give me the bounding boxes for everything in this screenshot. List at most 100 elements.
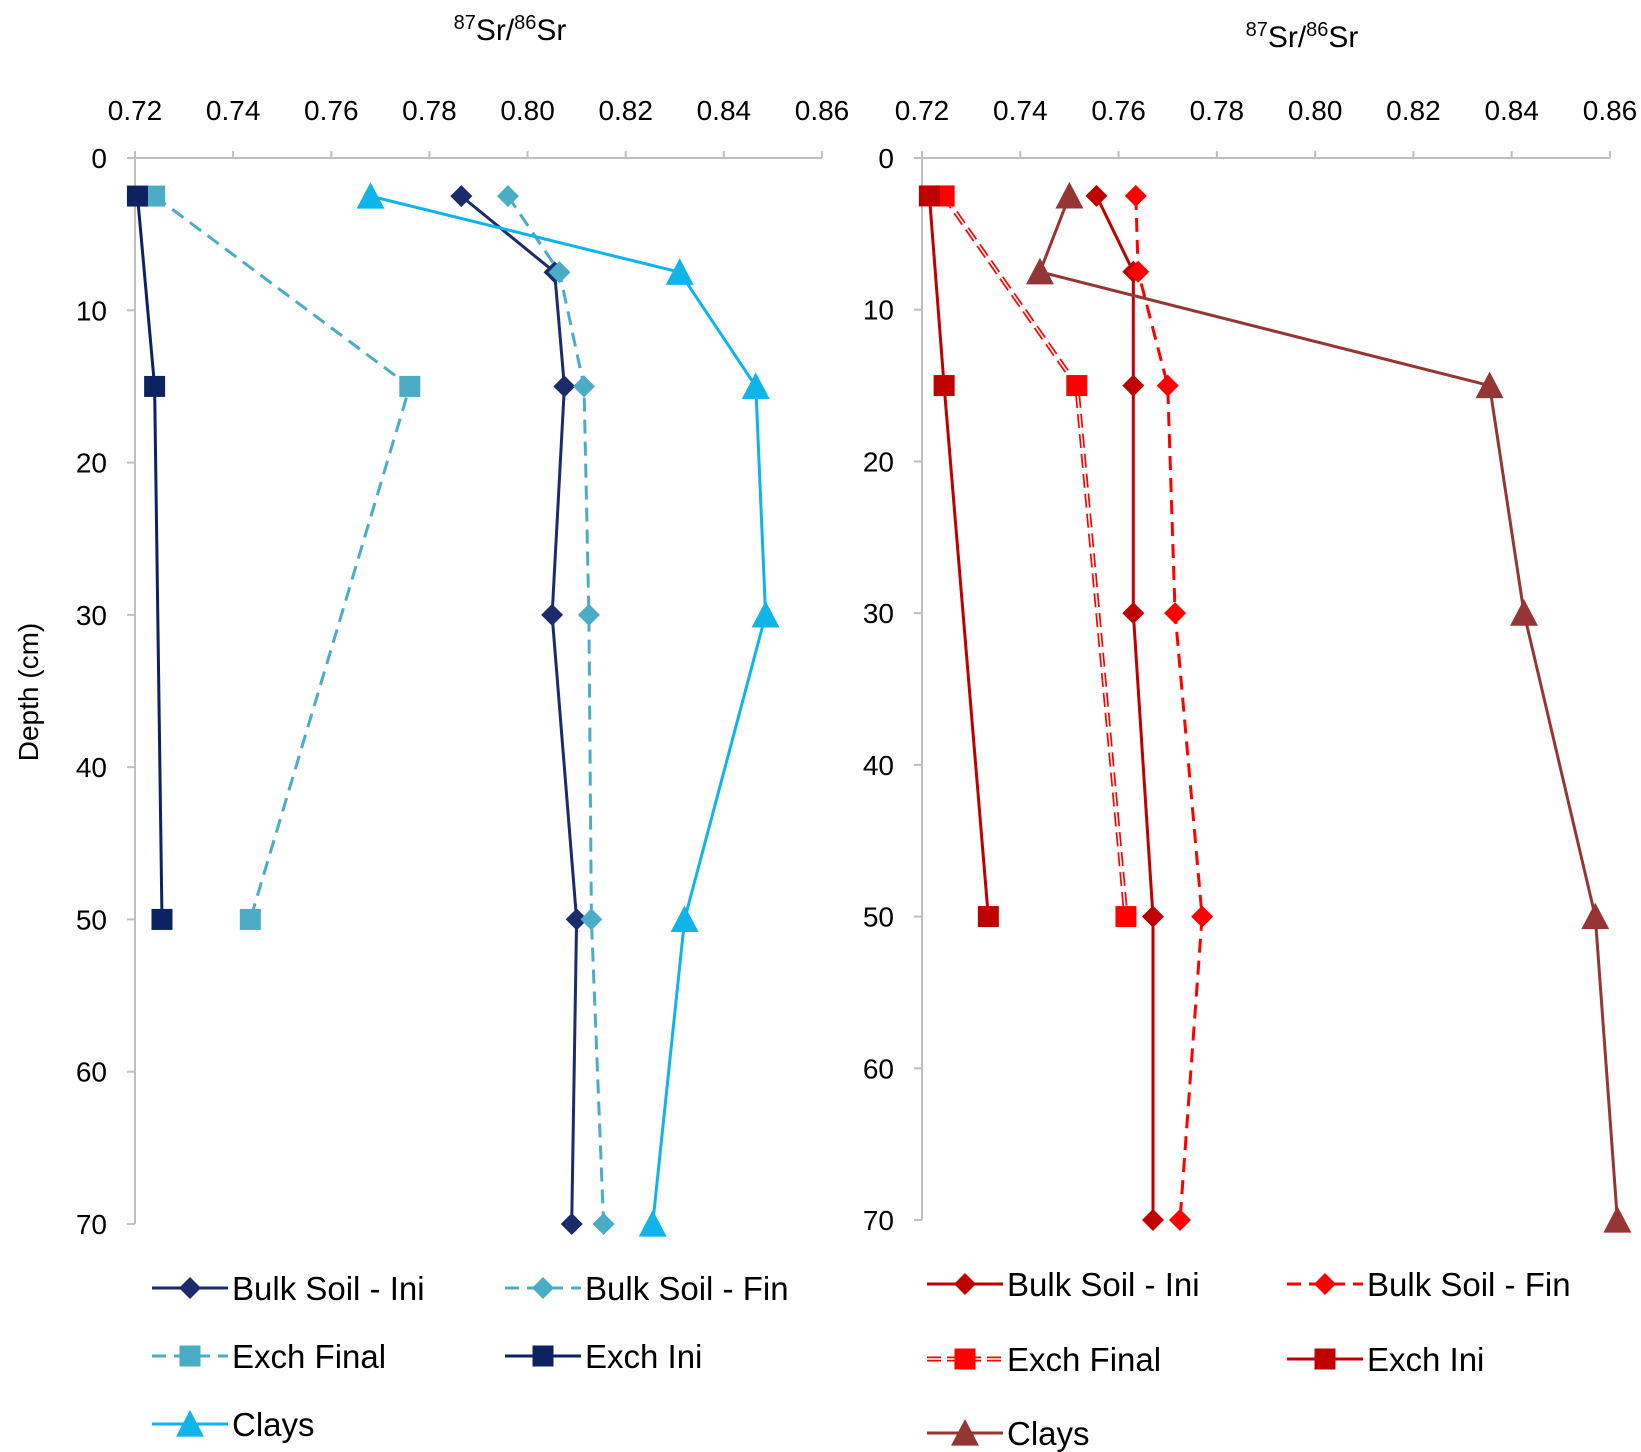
data-point xyxy=(592,1213,615,1235)
legend-label: Bulk Soil - Fin xyxy=(585,1270,789,1307)
data-point xyxy=(548,261,571,284)
data-point xyxy=(496,185,519,208)
data-point xyxy=(580,908,603,931)
series-line xyxy=(1134,195,1204,1221)
chart-title: 87Sr/86Sr xyxy=(454,12,567,47)
data-point xyxy=(1124,184,1147,207)
data-point xyxy=(577,603,600,626)
legend-item: Clays xyxy=(927,1415,1090,1452)
y-tick-label: 40 xyxy=(863,750,894,781)
data-point xyxy=(1127,260,1150,283)
legend-item: Bulk Soil - Fin xyxy=(505,1270,789,1307)
x-tick-label: 0.86 xyxy=(1583,95,1638,126)
data-point xyxy=(1603,1206,1632,1233)
data-point xyxy=(1115,906,1137,928)
y-tick-label: 10 xyxy=(76,295,107,326)
data-point xyxy=(553,375,576,398)
data-point xyxy=(1164,602,1187,625)
legend-label: Exch Ini xyxy=(585,1338,702,1375)
series-bulk-soil-fin xyxy=(496,185,615,1235)
chart-title-sup1: 87 xyxy=(1246,19,1268,41)
series-line xyxy=(942,194,1129,917)
data-point xyxy=(918,185,940,207)
data-point xyxy=(977,906,999,928)
legend-item: Bulk Soil - Ini xyxy=(927,1266,1200,1303)
x-tick-label: 0.82 xyxy=(598,95,653,126)
data-point xyxy=(1085,184,1108,207)
legend-label: Bulk Soil - Ini xyxy=(1007,1266,1200,1303)
data-point xyxy=(573,375,596,398)
x-tick-label: 0.74 xyxy=(206,95,261,126)
chart-title-sup1: 87 xyxy=(454,12,476,34)
legend-label: Exch Final xyxy=(232,1338,386,1375)
y-tick-label: 60 xyxy=(76,1057,107,1088)
data-point xyxy=(1169,1209,1191,1231)
x-tick-label: 0.74 xyxy=(993,95,1048,126)
x-tick-label: 0.82 xyxy=(1386,95,1441,126)
data-point xyxy=(751,600,780,628)
series-line xyxy=(153,194,412,920)
y-tick-label: 30 xyxy=(76,600,107,631)
x-tick-label: 0.78 xyxy=(1190,95,1245,126)
legend-marker xyxy=(951,1419,979,1446)
data-point xyxy=(741,372,770,400)
chart-title-base2: Sr xyxy=(536,14,566,47)
y-tick-label: 50 xyxy=(76,904,107,935)
y-tick-label: 0 xyxy=(878,143,894,174)
data-point xyxy=(356,182,385,209)
data-point xyxy=(144,375,166,397)
x-tick-label: 0.78 xyxy=(402,95,457,126)
x-tick-label: 0.72 xyxy=(108,95,163,126)
chart-title-sup2: 86 xyxy=(514,12,536,34)
data-point xyxy=(1156,374,1179,397)
data-point xyxy=(1141,1209,1164,1231)
legend-marker xyxy=(954,1348,976,1370)
data-point xyxy=(450,185,473,208)
legend-marker xyxy=(532,1345,554,1367)
legend-item: Exch Final xyxy=(927,1341,1161,1378)
legend-label: Bulk Soil - Fin xyxy=(1367,1266,1571,1303)
series-line xyxy=(927,195,990,917)
legend-item: Exch Final xyxy=(152,1338,386,1375)
y-tick-label: 20 xyxy=(863,446,894,477)
legend-marker xyxy=(176,1410,204,1437)
series-clays xyxy=(1025,181,1632,1233)
series-bulk-soil-ini xyxy=(450,185,588,1235)
data-point xyxy=(1025,257,1054,285)
legend-item: Exch Ini xyxy=(1287,1341,1484,1378)
legend-item: Bulk Soil - Ini xyxy=(152,1270,425,1307)
series-exch-ini xyxy=(918,185,999,928)
data-point xyxy=(399,375,421,397)
legend-marker xyxy=(179,1277,201,1299)
series-exch-ini xyxy=(126,185,173,930)
data-point xyxy=(1475,371,1504,399)
legend-label: Clays xyxy=(1007,1415,1090,1452)
data-point xyxy=(1581,902,1610,930)
data-point xyxy=(1066,375,1088,397)
legend-label: Exch Final xyxy=(1007,1341,1161,1378)
y-tick-label: 20 xyxy=(76,448,107,479)
series-line xyxy=(1095,195,1155,1220)
legend-label: Exch Ini xyxy=(1367,1341,1484,1378)
chart-title-base1: Sr/ xyxy=(476,14,515,47)
panel-2: 87Sr/86Sr 0.72 0.74 0.76 0.78 0.80 0.82 0.84 0.8… xyxy=(863,19,1637,1452)
data-point xyxy=(1055,181,1084,209)
data-point xyxy=(1510,599,1538,626)
legend-item: Clays xyxy=(152,1406,315,1443)
x-tick-label: 0.80 xyxy=(500,95,555,126)
data-point xyxy=(541,603,564,626)
x-tick-label: 0.84 xyxy=(1484,95,1539,126)
legend-marker xyxy=(179,1345,201,1367)
legend-label: Clays xyxy=(232,1406,315,1443)
legend-marker xyxy=(1314,1273,1336,1295)
x-tick-label: 0.76 xyxy=(304,95,359,126)
y-tick-label: 10 xyxy=(863,295,894,326)
y-tick-label: 60 xyxy=(863,1053,894,1084)
legend-item: Bulk Soil - Fin xyxy=(1287,1266,1571,1303)
series-line-inner xyxy=(943,195,1127,917)
panel-1: 87Sr/86Sr 0.72 0.74 0.76 0.78 0.80 0.82 0.84 0.8… xyxy=(13,12,849,1443)
x-tick-label: 0.76 xyxy=(1091,95,1146,126)
data-point xyxy=(1122,602,1145,625)
data-point xyxy=(151,908,173,930)
